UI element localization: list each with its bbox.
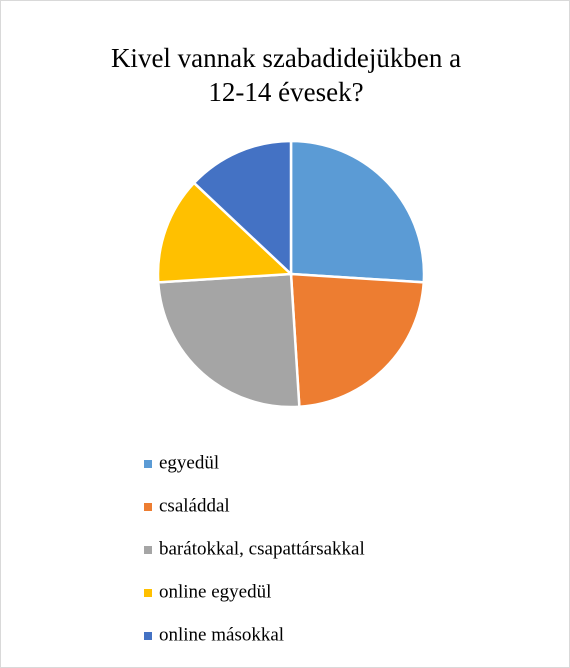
legend-label: egyedül bbox=[159, 452, 219, 473]
legend-label: online másokkal bbox=[159, 624, 284, 645]
pie-slice bbox=[289, 139, 426, 284]
legend-label: online egyedül bbox=[159, 581, 271, 602]
legend-label: barátokkal, csapattársakkal bbox=[159, 538, 365, 559]
pie-slice bbox=[289, 272, 426, 409]
chart-title: Kivel vannak szabadidejükben a 12-14 éve… bbox=[110, 43, 462, 107]
legend-label: családdal bbox=[159, 495, 230, 516]
pie-slice bbox=[156, 272, 301, 409]
legend-marker bbox=[144, 503, 152, 511]
legend-marker bbox=[144, 460, 152, 468]
legend-marker bbox=[144, 546, 152, 554]
pie-slice bbox=[156, 181, 294, 284]
legend-marker bbox=[144, 632, 152, 640]
legend-marker bbox=[144, 589, 152, 597]
pie-slice bbox=[192, 139, 293, 277]
